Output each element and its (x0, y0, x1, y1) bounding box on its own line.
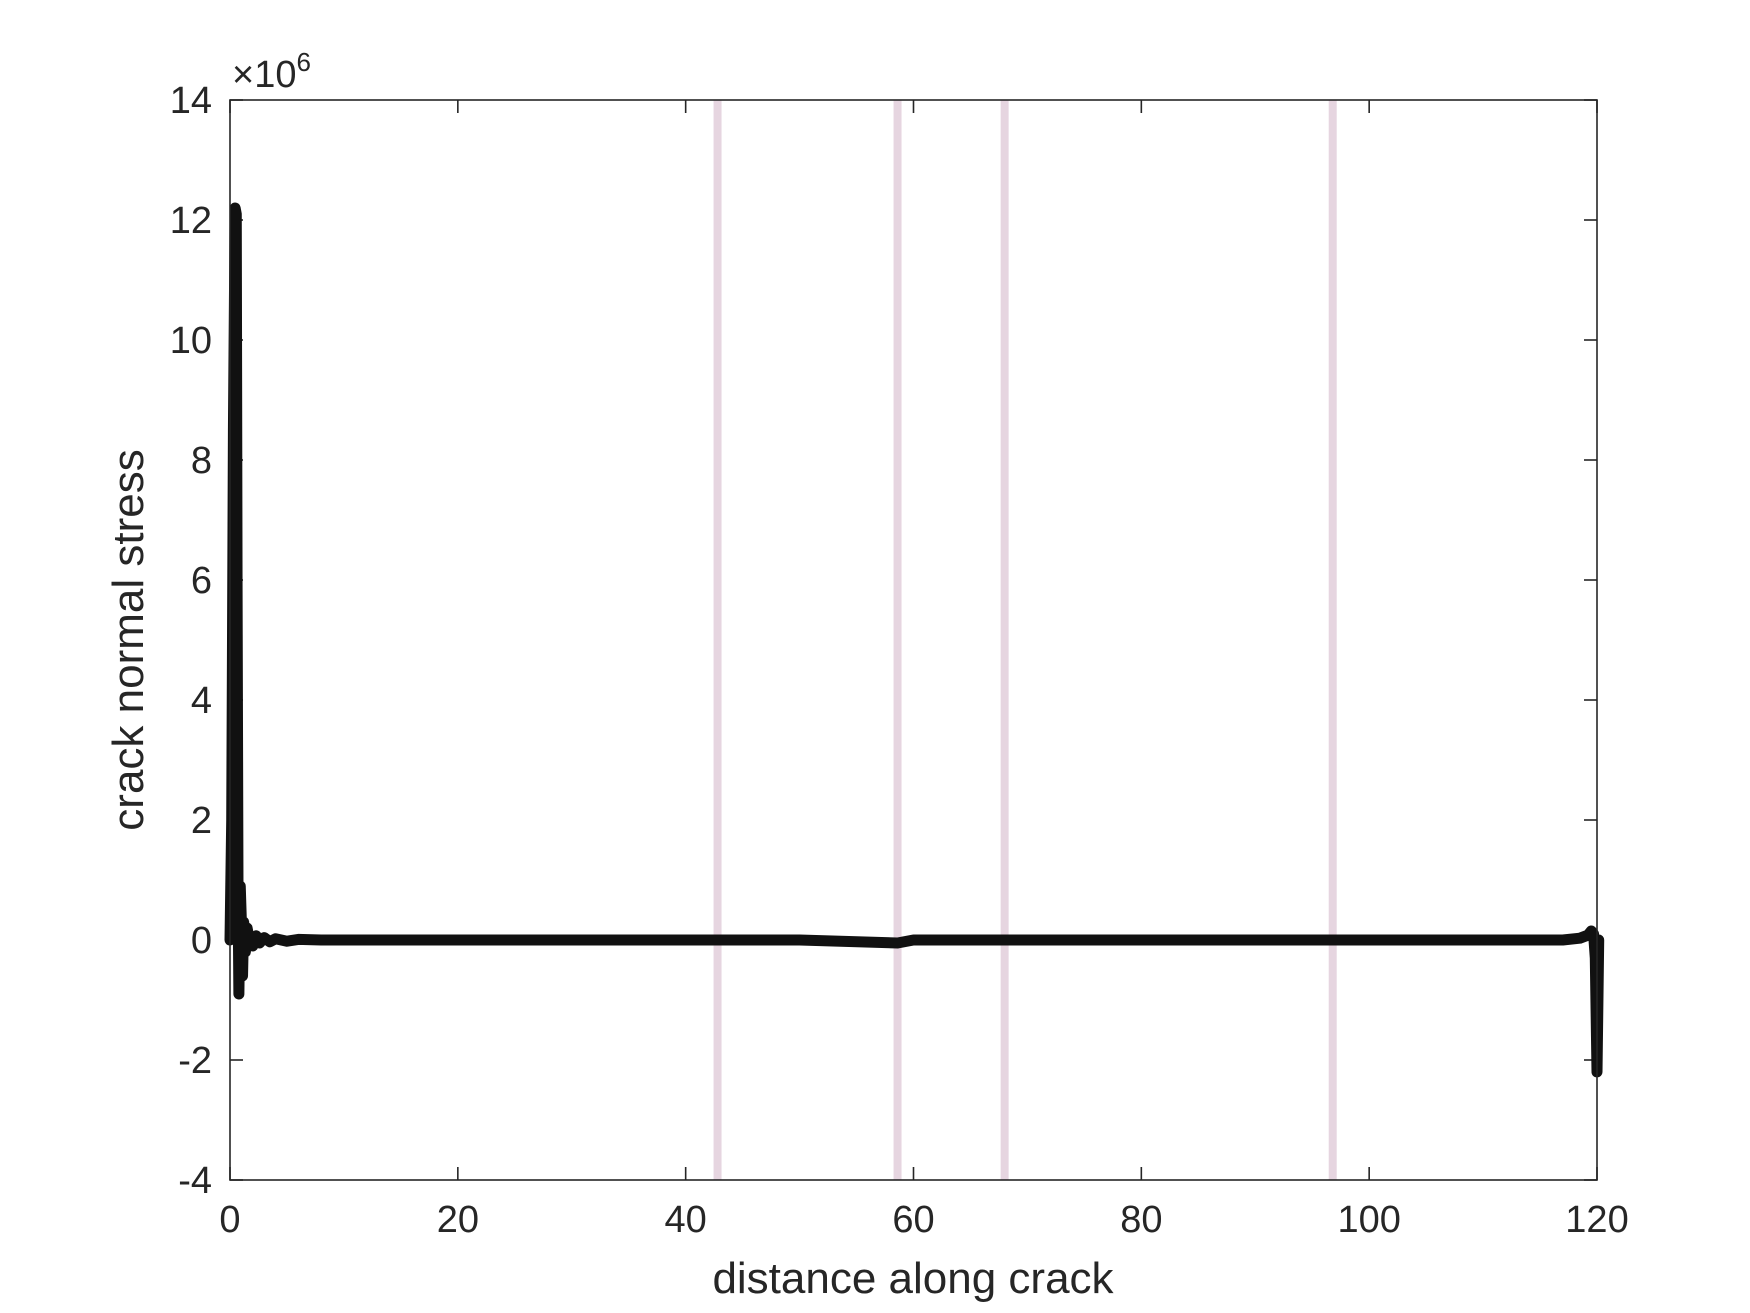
y-tick-label: 4 (191, 680, 212, 722)
y-tick-label: 2 (191, 800, 212, 842)
y-tick-label: 6 (191, 560, 212, 602)
x-tick-label: 40 (665, 1199, 707, 1241)
y-tick-label: 0 (191, 920, 212, 962)
y-exponent-base: ×10 (232, 54, 296, 96)
vertical-markers (713, 100, 1337, 1180)
y-exponent-power: 6 (296, 47, 310, 77)
x-tick-label: 80 (1120, 1199, 1162, 1241)
series-line-0 (224, 202, 1605, 1078)
x-tick-label: 100 (1337, 1199, 1400, 1241)
y-axis-label: crack normal stress (104, 449, 153, 830)
x-tick-labels: 0 20 40 60 80 100 120 (219, 1199, 1628, 1241)
x-tick-label: 60 (892, 1199, 934, 1241)
x-tick-label: 20 (437, 1199, 479, 1241)
y-tick-label: 8 (191, 440, 212, 482)
series-layer (224, 202, 1605, 1078)
x-tick-label: 0 (219, 1199, 240, 1241)
y-tick-label: 10 (170, 320, 212, 362)
plot-area-frame (229, 99, 1598, 1181)
y-tick-label: -2 (178, 1040, 212, 1082)
y-tick-label: 12 (170, 200, 212, 242)
plot-area-background (230, 100, 1597, 1180)
x-axis-label: distance along crack (712, 1254, 1114, 1303)
y-tick-labels: -4 -2 0 2 4 6 8 10 12 14 (170, 80, 212, 1202)
y-tick-label: 14 (170, 80, 212, 122)
y-exponent-label: ×106 (232, 47, 311, 96)
x-tick-label: 120 (1565, 1199, 1628, 1241)
y-tick-label: -4 (178, 1160, 212, 1202)
